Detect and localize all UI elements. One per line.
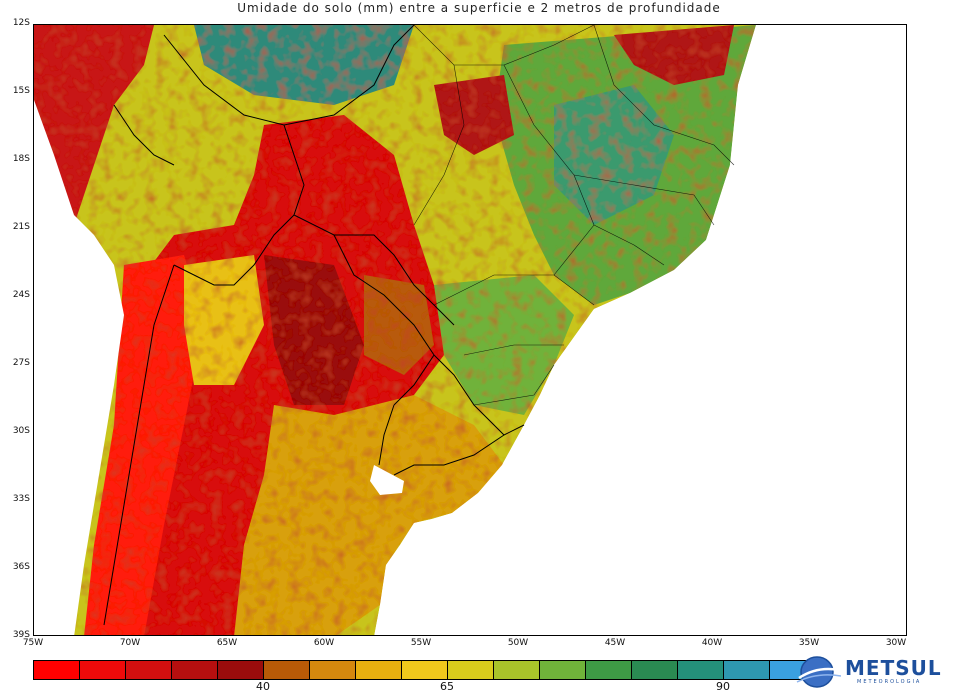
globe-icon bbox=[796, 656, 842, 688]
map-canvas bbox=[34, 25, 906, 635]
lon-label: 50W bbox=[507, 638, 529, 648]
colorbar-swatch bbox=[34, 661, 80, 679]
lon-label: 70W bbox=[119, 638, 141, 648]
colorbar-label: 90 bbox=[716, 680, 730, 693]
colorbar-swatch bbox=[540, 661, 586, 679]
lon-label: 75W bbox=[22, 638, 44, 648]
yellow-zone-mid bbox=[184, 255, 264, 385]
map-title: Umidade do solo (mm) entre a superficie … bbox=[237, 1, 721, 15]
colorbar-swatch bbox=[402, 661, 448, 679]
lat-label: 21S bbox=[12, 222, 30, 232]
brown-zone bbox=[364, 275, 434, 375]
colorbar-swatch bbox=[494, 661, 540, 679]
colorbar-label: 65 bbox=[440, 680, 454, 693]
lat-label: 27S bbox=[12, 358, 30, 368]
lat-label: 18S bbox=[12, 154, 30, 164]
lat-label: 39S bbox=[12, 630, 30, 640]
state-borders bbox=[413, 25, 735, 406]
colorbar-swatch bbox=[356, 661, 402, 679]
colorbar-swatch bbox=[172, 661, 218, 679]
teal-zone-north bbox=[194, 25, 414, 105]
lat-label: 24S bbox=[12, 290, 30, 300]
lat-label: 36S bbox=[12, 562, 30, 572]
colorbar-swatch bbox=[218, 661, 264, 679]
lat-label: 12S bbox=[12, 18, 30, 28]
colorbar-swatch bbox=[632, 661, 678, 679]
lon-label: 65W bbox=[216, 638, 238, 648]
colorbar-swatch bbox=[264, 661, 310, 679]
atlantic-ocean bbox=[374, 25, 906, 635]
colorbar-swatch bbox=[448, 661, 494, 679]
rio-de-la-plata bbox=[370, 465, 404, 495]
colorbar-swatch bbox=[724, 661, 770, 679]
colorbar-swatch bbox=[678, 661, 724, 679]
lon-label: 40W bbox=[701, 638, 723, 648]
lat-label: 30S bbox=[12, 426, 30, 436]
logo-subtitle: METEOROLOGIA bbox=[857, 679, 922, 685]
red-zone-central bbox=[94, 115, 444, 635]
red-zone-west bbox=[84, 255, 204, 635]
metsul-logo: METSUL METEOROLOGIA bbox=[795, 652, 945, 692]
colorbar-swatch bbox=[310, 661, 356, 679]
darkred-zone bbox=[264, 255, 364, 405]
lon-label: 45W bbox=[604, 638, 626, 648]
lon-label: 55W bbox=[410, 638, 432, 648]
pacific-ocean bbox=[34, 100, 124, 635]
lon-label: 35W bbox=[798, 638, 820, 648]
logo-name: METSUL bbox=[845, 656, 942, 680]
lat-label: 33S bbox=[12, 494, 30, 504]
land-fill bbox=[34, 25, 756, 635]
lon-label: 60W bbox=[313, 638, 335, 648]
red-spots-north bbox=[434, 25, 734, 155]
lon-label: 30W bbox=[885, 638, 907, 648]
colorbar-label: 40 bbox=[256, 680, 270, 693]
colorbar-swatch bbox=[80, 661, 126, 679]
soil-moisture-map bbox=[33, 24, 907, 636]
green-zone-south bbox=[434, 275, 574, 415]
colorbar bbox=[33, 660, 817, 680]
teal-zone-center bbox=[554, 85, 674, 225]
colorbar-swatch bbox=[126, 661, 172, 679]
orange-zone-south bbox=[234, 395, 504, 635]
colorbar-swatch bbox=[586, 661, 632, 679]
lat-label: 15S bbox=[12, 86, 30, 96]
